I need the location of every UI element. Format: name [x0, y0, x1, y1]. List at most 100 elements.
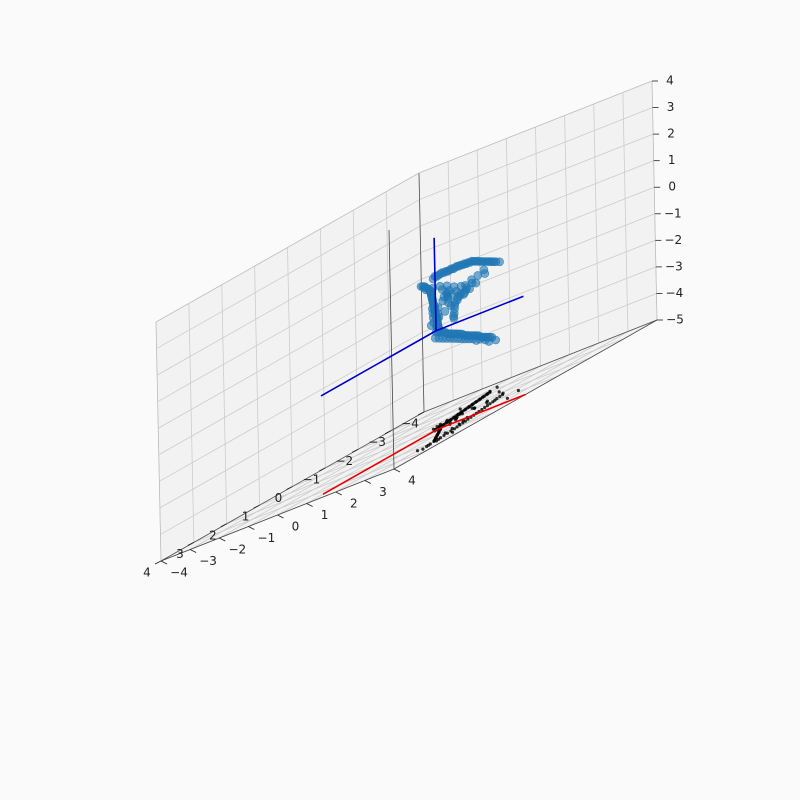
x-tick-label: 0: [275, 491, 283, 505]
grid-line: [422, 239, 656, 333]
y-tick-label: 0: [292, 520, 300, 534]
projection-point: [450, 430, 455, 434]
x-tick: [417, 411, 425, 416]
x-tick: [319, 467, 326, 472]
tick-marks: [154, 80, 663, 565]
grid-line: [158, 305, 422, 456]
z-tick-label: −4: [666, 286, 684, 300]
x-tick: [220, 523, 227, 528]
tick-labels: −4 −3 −2 −1 0 1 2 3 4 −4 −3 −2 −1 0 1 2 3 4 −5 −4 −3 −2 −1 0 1 2 3…: [143, 74, 684, 580]
projection-point: [505, 396, 509, 400]
projection-point: [493, 398, 497, 402]
z-tick-label: −5: [666, 313, 684, 327]
grid-line: [505, 138, 512, 378]
projection-point: [483, 405, 487, 410]
grid-line: [156, 199, 420, 349]
y-tick: [189, 549, 197, 553]
projection-point: [495, 385, 499, 389]
y-tick: [277, 514, 284, 519]
y-tick-label: 1: [321, 508, 329, 522]
projection-point: [481, 395, 485, 399]
y-tick: [393, 468, 401, 473]
cloud-point: [489, 257, 499, 267]
grid-line: [221, 284, 228, 524]
x-tick-label: 4: [143, 566, 151, 580]
cloud-point: [473, 271, 483, 280]
lower-axis-line: [322, 428, 439, 495]
x-tick-label: −4: [401, 417, 419, 431]
projection-point: [441, 423, 445, 427]
z-tick-label: −3: [665, 259, 683, 273]
grid-line: [158, 278, 422, 429]
y-tick-label: −3: [199, 554, 217, 568]
grid-line: [622, 92, 629, 332]
projection-point: [488, 390, 492, 394]
projection-point: [498, 394, 502, 399]
projection-point: [488, 402, 492, 406]
x-tick-label: −1: [303, 472, 321, 486]
y-tick: [160, 560, 168, 565]
projection-point: [463, 408, 467, 412]
grid-line: [254, 266, 261, 506]
lower-axis-line: [437, 393, 526, 430]
projection-point: [497, 390, 501, 394]
x-tick-label: −2: [335, 454, 353, 468]
y-tick: [306, 503, 313, 507]
projection-point: [448, 418, 453, 422]
upper-axis-line: [435, 295, 524, 332]
upper-axis-line: [320, 330, 437, 397]
cloud-point: [421, 285, 431, 295]
grid-line: [419, 107, 653, 200]
z-tick-label: 0: [668, 180, 676, 194]
grid-line: [287, 247, 293, 487]
projection-point: [450, 426, 454, 431]
projection-point: [458, 412, 462, 416]
grid-line: [593, 103, 600, 344]
x-tick: [352, 448, 359, 453]
grid-line: [159, 331, 423, 482]
lower-axis-lines: [322, 393, 526, 495]
y-tick-label: −1: [258, 531, 276, 545]
z-tick-label: −2: [664, 233, 682, 247]
projection-point: [485, 392, 489, 396]
z-tick-label: 2: [667, 127, 675, 141]
projection-point: [480, 407, 484, 412]
x-tick: [154, 560, 162, 565]
cloud-point: [438, 296, 448, 306]
projection-point: [426, 443, 430, 447]
x-tick: [253, 504, 260, 509]
axis-edge: [423, 319, 658, 413]
projection-point: [436, 437, 441, 441]
projection-point: [501, 391, 505, 395]
y-tick: [248, 526, 255, 530]
y-tick-label: −2: [228, 543, 246, 557]
z-tick-label: 4: [666, 74, 674, 88]
grid-line: [319, 228, 326, 468]
z-tick-label: −1: [664, 206, 682, 220]
axis-edge: [155, 321, 162, 562]
cloud-point: [449, 282, 459, 292]
axis-edge: [418, 172, 425, 413]
x-tick-label: 1: [242, 510, 250, 524]
x-tick: [187, 542, 195, 546]
axis-edge: [418, 80, 653, 174]
y-tick-label: 4: [408, 474, 416, 488]
y-tick: [364, 480, 372, 484]
projection-point: [452, 416, 456, 420]
projection-point: [472, 406, 476, 411]
cloud-point: [449, 311, 458, 321]
grid-line: [219, 388, 483, 539]
z-axis-line: [388, 229, 395, 470]
grid-line: [419, 133, 654, 227]
axis-panes: [156, 81, 657, 561]
upper-axis-lines: [320, 237, 524, 397]
projection-point: [474, 400, 478, 404]
projection-point: [470, 402, 475, 406]
z-tick-label: 1: [668, 153, 676, 167]
projection-point: [434, 436, 438, 440]
projection-point: [485, 400, 489, 405]
x-tick-label: 2: [209, 528, 217, 542]
y-tick-label: −4: [170, 566, 188, 580]
